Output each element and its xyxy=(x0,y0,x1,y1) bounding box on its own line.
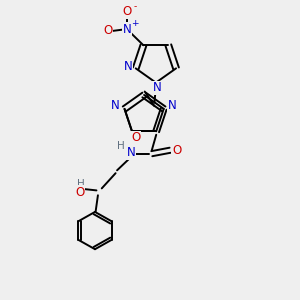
Text: O: O xyxy=(172,144,181,157)
Text: N: N xyxy=(123,23,132,36)
Text: N: N xyxy=(127,146,136,159)
Text: +: + xyxy=(131,19,138,28)
Text: O: O xyxy=(123,5,132,18)
Text: N: N xyxy=(124,60,133,74)
Text: O: O xyxy=(103,24,113,38)
Text: N: N xyxy=(111,100,120,112)
Text: H: H xyxy=(77,179,85,189)
Text: N: N xyxy=(153,81,162,94)
Text: O: O xyxy=(131,131,140,144)
Text: N: N xyxy=(168,99,176,112)
Text: -: - xyxy=(134,2,137,11)
Text: O: O xyxy=(76,186,85,199)
Text: H: H xyxy=(117,141,124,151)
